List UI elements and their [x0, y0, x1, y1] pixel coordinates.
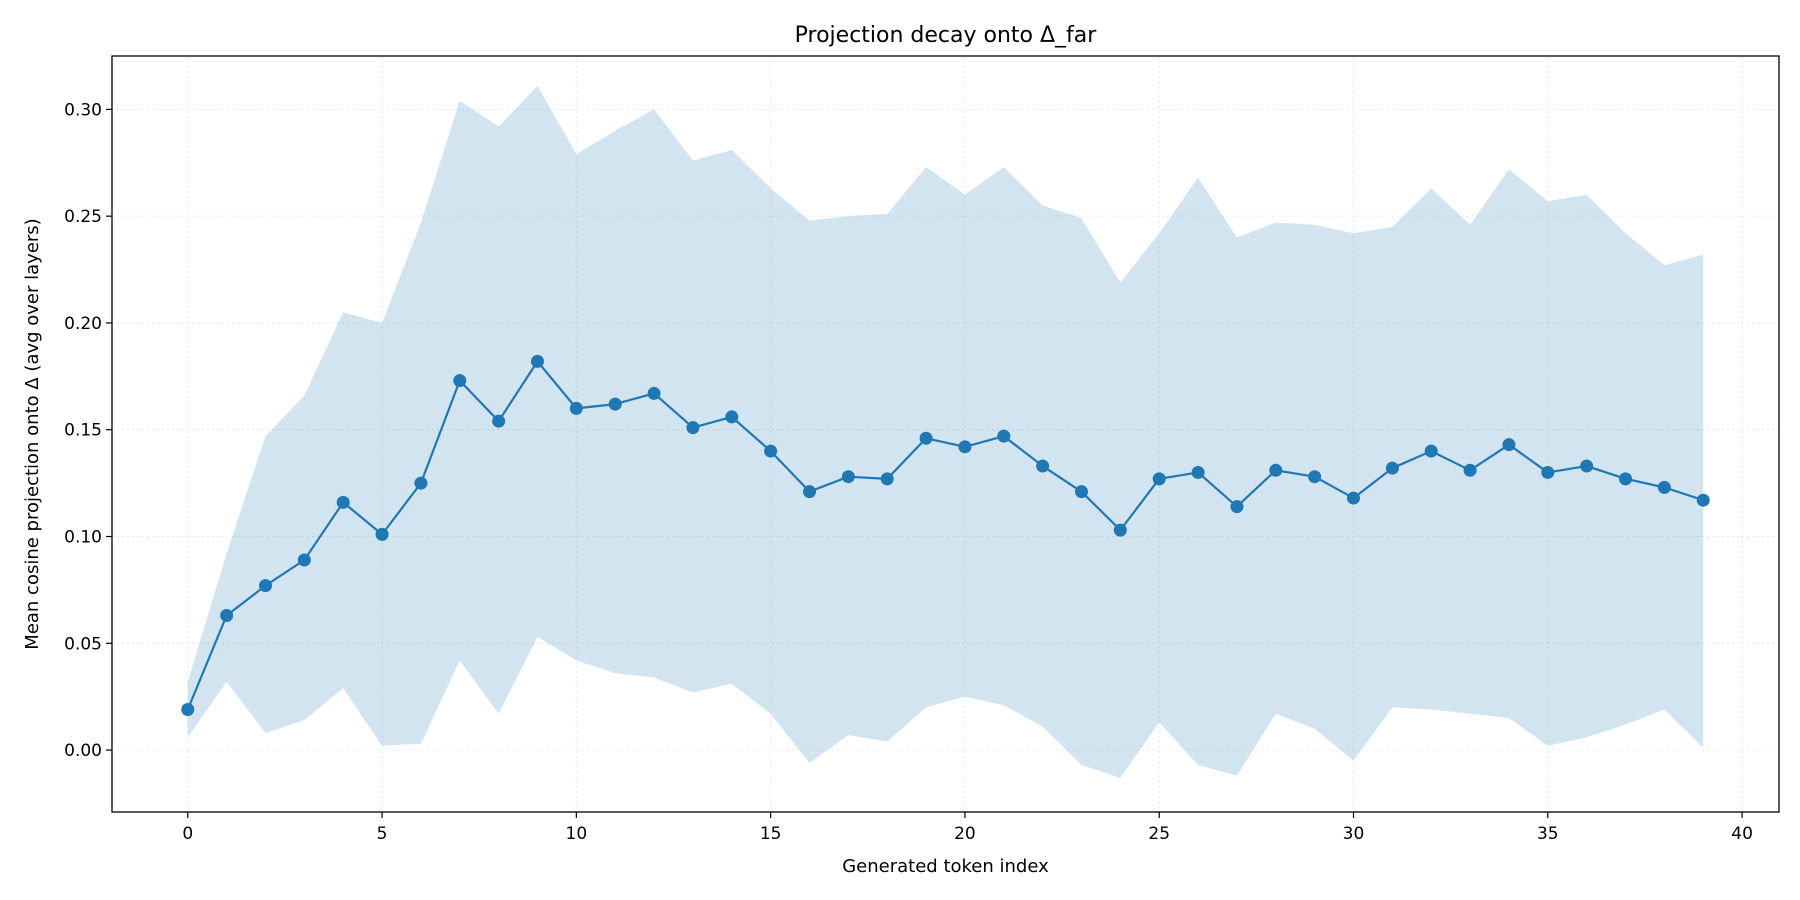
data-point [608, 397, 622, 411]
x-tick-label: 5 [377, 824, 388, 844]
x-tick-label: 40 [1731, 824, 1753, 844]
x-tick-label: 10 [566, 824, 588, 844]
y-tick-label: 0.25 [64, 207, 102, 227]
points-layer [181, 354, 1710, 716]
data-point [569, 401, 583, 415]
data-point [647, 386, 661, 400]
ticks-layer: 0 5 10 15 20 25 30 35 40 0.00 0.05 0.10 0.15 0.20 0.25… [64, 100, 1753, 844]
y-tick-label: 0.05 [64, 634, 102, 654]
line-layer [186, 360, 1704, 710]
data-point [1036, 459, 1050, 473]
data-point [1657, 480, 1671, 494]
data-point [375, 527, 389, 541]
data-point [1696, 493, 1710, 507]
plot-frame [111, 55, 1780, 813]
y-tick-label: 0.00 [64, 741, 102, 761]
data-point [764, 444, 778, 458]
data-point [1619, 472, 1633, 486]
data-point [336, 495, 350, 509]
data-point [220, 609, 234, 623]
x-tick-label: 30 [1343, 824, 1365, 844]
data-point [1347, 491, 1361, 505]
x-tick-label: 15 [760, 824, 782, 844]
band-layer [187, 85, 1704, 778]
data-point [958, 440, 972, 454]
data-point [1152, 472, 1166, 486]
data-point [530, 354, 544, 368]
y-tick-label: 0.30 [64, 100, 102, 120]
y-tick-label: 0.20 [64, 314, 102, 334]
data-point [1191, 465, 1205, 479]
data-point [1463, 463, 1477, 477]
data-point [1308, 470, 1322, 484]
data-point [997, 429, 1011, 443]
data-point [880, 472, 894, 486]
data-point [1541, 465, 1555, 479]
data-point [258, 579, 272, 593]
data-point [453, 374, 467, 388]
x-tick-label: 20 [954, 824, 976, 844]
x-tick-label: 35 [1537, 824, 1559, 844]
x-axis-title: Generated token index [842, 856, 1049, 877]
series-line [186, 360, 1704, 710]
data-point [841, 470, 855, 484]
data-point [802, 485, 816, 499]
data-point [725, 410, 739, 424]
data-point [1580, 459, 1594, 473]
grid-layer [112, 56, 1779, 812]
data-point [181, 702, 195, 716]
data-point [1502, 438, 1516, 452]
data-point [686, 421, 700, 435]
y-axis-title: Mean cosine projection onto Δ (avg over … [22, 218, 43, 649]
data-point [1230, 500, 1244, 514]
y-tick-label: 0.10 [64, 528, 102, 548]
x-tick-label: 25 [1148, 824, 1170, 844]
data-point [919, 431, 933, 445]
data-point [1385, 461, 1399, 475]
data-point [297, 553, 311, 567]
data-point [414, 476, 428, 490]
y-tick-label: 0.15 [64, 421, 102, 441]
confidence-band [187, 85, 1704, 778]
data-point [1269, 463, 1283, 477]
chart-title: Projection decay onto Δ_far [795, 23, 1098, 48]
data-point [1113, 523, 1127, 537]
x-tick-label: 0 [182, 824, 193, 844]
data-point [1424, 444, 1438, 458]
data-point [1075, 485, 1089, 499]
data-point [492, 414, 506, 428]
